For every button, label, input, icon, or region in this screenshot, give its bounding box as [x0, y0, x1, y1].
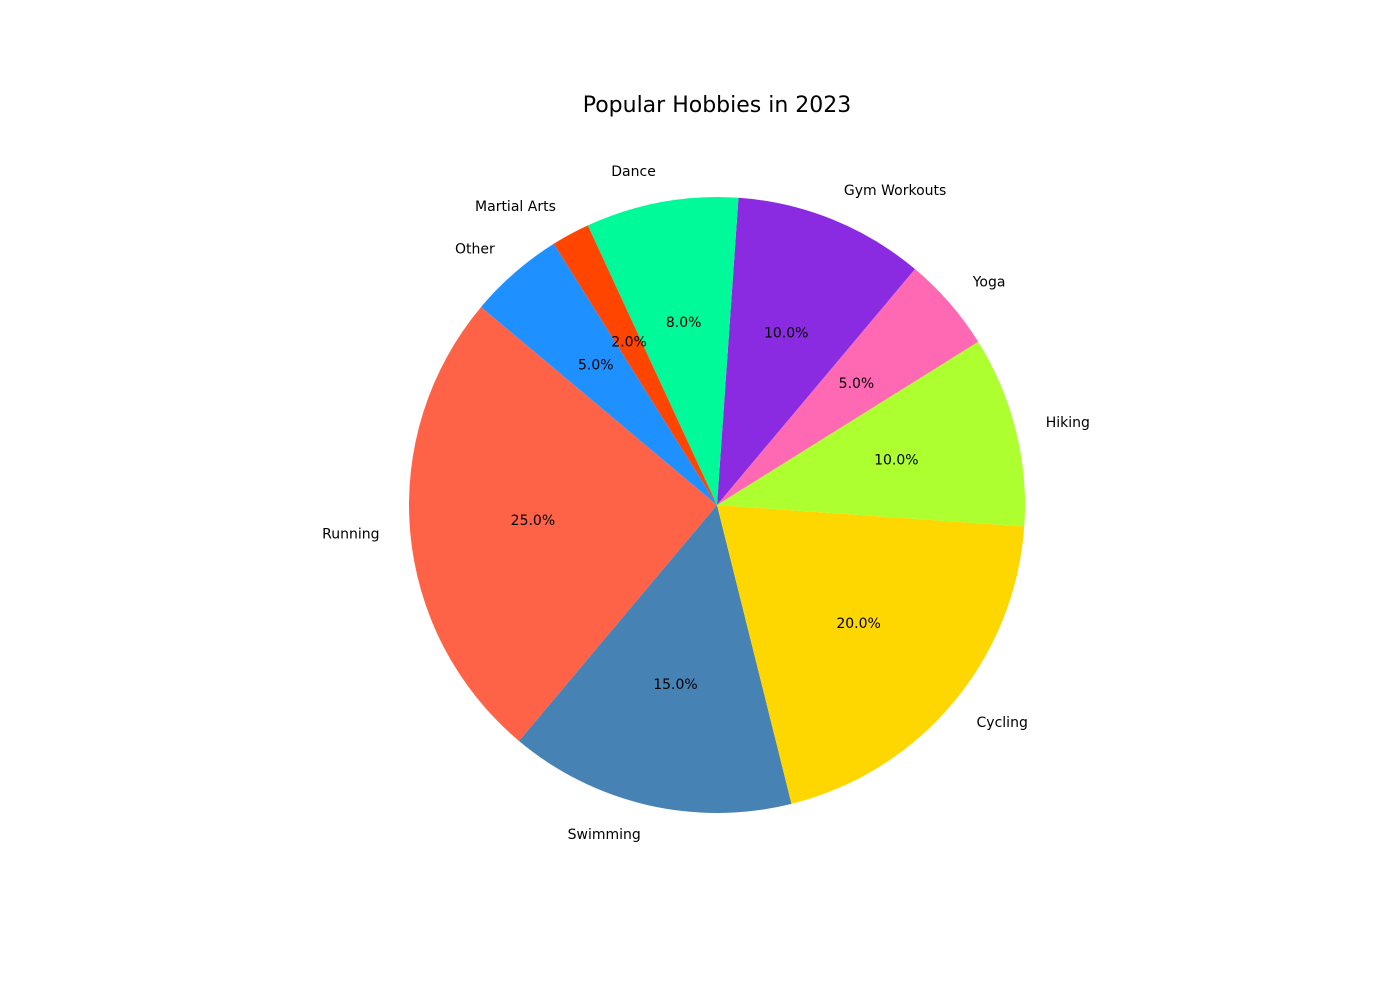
slice-label: Hiking — [1046, 415, 1090, 431]
slice-label: Gym Workouts — [844, 183, 946, 199]
slice-percent-label: 5.0% — [839, 376, 875, 392]
pie-slice-dance — [587, 196, 739, 505]
slice-label: Cycling — [977, 715, 1028, 731]
slice-percent-label: 5.0% — [578, 358, 614, 374]
pie-slices — [409, 196, 1026, 813]
slice-label: Yoga — [972, 275, 1006, 291]
chart-title: Popular Hobbies in 2023 — [583, 93, 852, 118]
pie-slice-martial-arts — [553, 225, 717, 505]
pie-slice-yoga — [717, 269, 979, 505]
slice-percent-label: 15.0% — [653, 677, 697, 693]
slice-label: Swimming — [568, 827, 641, 843]
slice-label: Other — [455, 241, 495, 257]
pie-slice-running — [409, 307, 717, 741]
slice-label: Dance — [611, 164, 656, 180]
slice-percent-label: 20.0% — [836, 616, 880, 632]
slice-percent-label: 25.0% — [511, 513, 555, 529]
slice-percent-label: 8.0% — [666, 315, 702, 331]
slice-label: Martial Arts — [475, 199, 556, 215]
pie-labels: Running 25.0% Swimming 15.0% Cycling 20.0% Hik… — [322, 164, 1090, 843]
pie-slice-hiking — [717, 341, 1026, 527]
slice-percent-label: 10.0% — [764, 326, 808, 342]
slice-label: Running — [322, 527, 379, 543]
slice-percent-label: 2.0% — [611, 334, 647, 350]
pie-slice-other — [481, 243, 717, 506]
pie-slice-cycling — [717, 505, 1025, 804]
pie-slice-swimming — [519, 505, 792, 813]
pie-slice-gym-workouts — [717, 197, 915, 505]
slice-percent-label: 10.0% — [874, 452, 918, 468]
